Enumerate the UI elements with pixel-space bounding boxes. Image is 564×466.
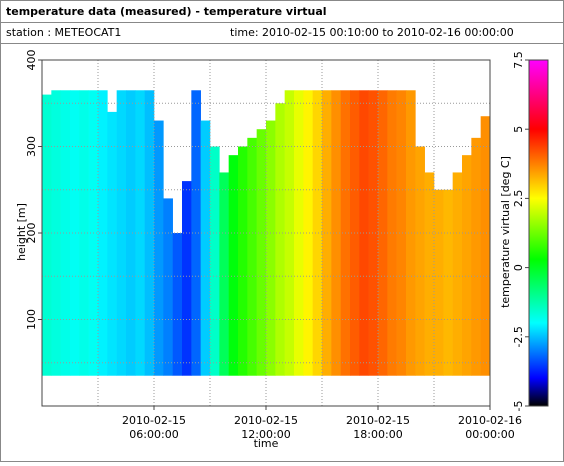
heat-cell (387, 90, 397, 376)
station: station : METEOCAT1 (6, 26, 121, 39)
x-tick-label: 2010-02-15 18:00:00 (346, 414, 410, 441)
heat-cell (210, 146, 220, 376)
x-tick-label: 2010-02-15 12:00:00 (234, 414, 298, 441)
heat-cell (368, 90, 379, 376)
heat-cell (294, 90, 304, 376)
heat-cell (284, 90, 295, 376)
y-tick-label: 200 (25, 223, 38, 244)
heat-cell (200, 120, 211, 376)
x-tick-label: 2010-02-16 00:00:00 (458, 414, 522, 441)
heat-cell (163, 198, 173, 376)
colorbar-tick-label: -5 (512, 401, 525, 412)
heat-cell (480, 116, 491, 376)
y-axis-label: height [m] (15, 203, 28, 261)
heat-cell (452, 172, 463, 376)
heat-cell (228, 155, 239, 376)
x-axis-label: time (254, 437, 279, 450)
heat-cell (406, 90, 416, 376)
y-tick-label: 100 (25, 309, 38, 330)
colorbar-tick-label: -2.5 (512, 326, 525, 347)
heat-cell (434, 189, 444, 376)
heat-cell (256, 129, 267, 376)
heat-cell (191, 90, 201, 376)
heat-cell (172, 233, 183, 376)
heat-cell (359, 90, 369, 376)
heat-cell (396, 90, 407, 376)
y-tick-label: 400 (25, 50, 38, 71)
y-tick-label: 300 (25, 136, 38, 157)
heat-cell (322, 90, 332, 376)
heat-cell (415, 146, 425, 376)
heat-cell (107, 111, 117, 376)
period: time: 2010-02-15 00:10:00 to 2010-02-16 … (230, 26, 514, 39)
colorbar-tick-label: 0 (512, 264, 525, 271)
heat-cell (247, 137, 257, 376)
heat-cell (182, 181, 192, 376)
x-tick-label: 2010-02-15 06:00:00 (122, 414, 186, 441)
chart-title: temperature data (measured) - temperatur… (6, 5, 327, 18)
heat-cell (266, 120, 276, 376)
colorbar-tick-label: 2.5 (512, 190, 525, 208)
heat-cell (70, 90, 80, 376)
heat-cell (51, 90, 61, 376)
heat-cell (116, 90, 127, 376)
heat-cell (144, 90, 155, 376)
heat-cell (238, 146, 248, 376)
heat-cell (219, 172, 229, 376)
heat-cell (135, 90, 145, 376)
heat-cell (275, 103, 285, 376)
heat-cell (312, 90, 323, 376)
heat-cell (126, 90, 136, 376)
colorbar-tick-label: 5 (512, 126, 525, 133)
heat-cell (462, 155, 472, 376)
heat-cell (303, 90, 313, 376)
heat-cell (443, 189, 453, 376)
heat-cell (424, 172, 435, 376)
heat-cell (42, 94, 52, 376)
heat-cell (471, 137, 481, 376)
heat-cell (60, 90, 71, 376)
colorbar (528, 59, 549, 407)
heat-cell (154, 120, 164, 376)
colorbar-label: temperature virtual [deg C] (499, 156, 512, 308)
heat-cell (378, 90, 388, 376)
colorbar-tick-label: 7.5 (512, 51, 525, 69)
